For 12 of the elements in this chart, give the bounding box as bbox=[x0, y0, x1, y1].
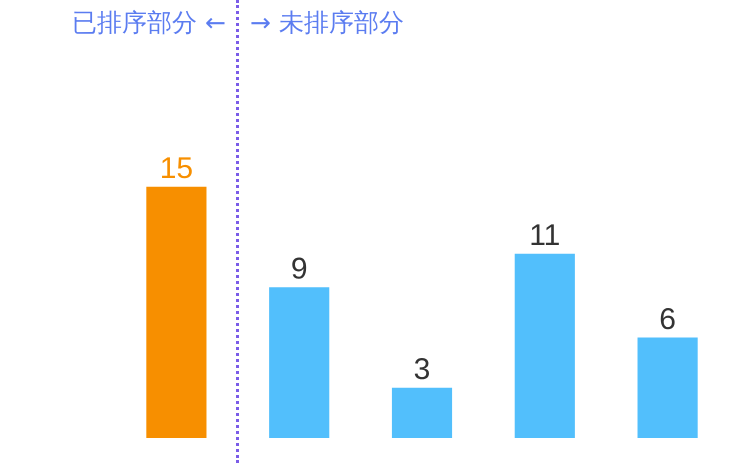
text: 已排序部分 ← bbox=[72, 7, 226, 39]
bar bbox=[638, 338, 698, 438]
data-label: 3 bbox=[414, 353, 430, 386]
text: → 未排序部分 bbox=[250, 7, 404, 39]
data-label: 11 bbox=[529, 219, 560, 252]
bar bbox=[514, 254, 575, 438]
data-label: 9 bbox=[290, 252, 308, 286]
data-label: 15 bbox=[160, 152, 194, 186]
data-label: 6 bbox=[659, 302, 676, 336]
bar bbox=[146, 186, 206, 438]
bar bbox=[269, 287, 330, 438]
bar bbox=[392, 388, 452, 438]
